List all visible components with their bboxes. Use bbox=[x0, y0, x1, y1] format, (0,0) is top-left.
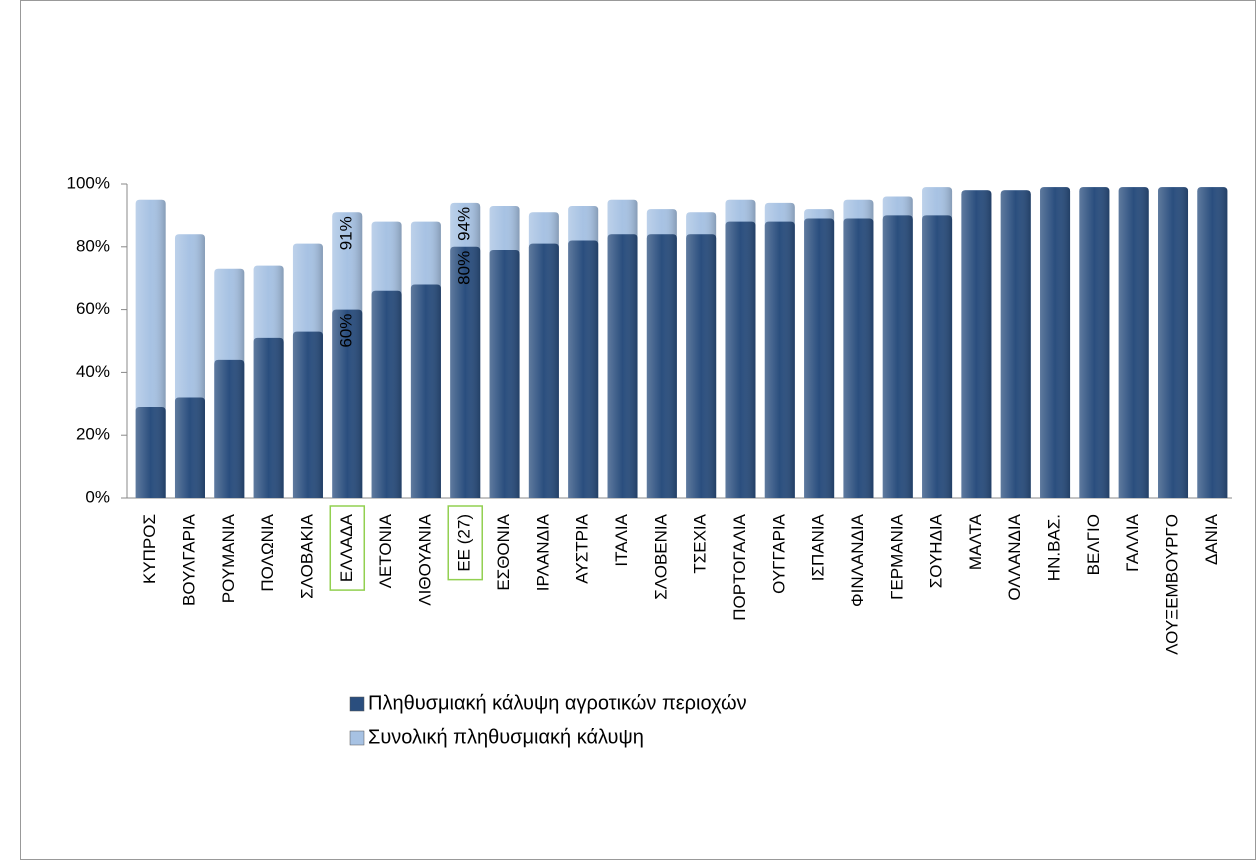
x-tick-label: ΒΟΥΛΓΑΡΙΑ bbox=[179, 513, 198, 606]
x-tick-label: ΜΑΛΤΑ bbox=[966, 513, 985, 570]
x-tick-label: ΣΟΥΗΔΙΑ bbox=[927, 513, 946, 588]
legend-swatch bbox=[349, 730, 365, 746]
x-tick-label: ΛΙΘΟΥΑΝΙΑ bbox=[415, 513, 434, 605]
highlight-box bbox=[329, 505, 366, 591]
x-tick-label: ΦΙΝΛΑΝΔΙΑ bbox=[848, 513, 867, 607]
bar-shade bbox=[686, 234, 717, 499]
x-tick-label: ΕΣΘΟΝΙΑ bbox=[494, 513, 513, 590]
bar-shade bbox=[253, 337, 284, 498]
x-tick-label: ΒΕΛΓΙΟ bbox=[1084, 514, 1103, 575]
data-label: 60% bbox=[337, 314, 356, 348]
bar-shade bbox=[922, 215, 953, 498]
x-tick-label: ΛΟΥΞΕΜΒΟΥΡΓΟ bbox=[1163, 514, 1182, 655]
x-tick-label: ΙΤΑΛΙΑ bbox=[612, 513, 631, 566]
highlight-box bbox=[447, 505, 483, 581]
x-tick-label: ΕΕ (27) bbox=[455, 514, 474, 572]
x-tick-label: ΠΟΡΤΟΓΑΛΙΑ bbox=[730, 513, 749, 620]
x-tick-label: ΙΡΛΑΝΔΙΑ bbox=[533, 513, 552, 591]
bar-shade bbox=[843, 218, 874, 499]
y-tick-label: 20% bbox=[76, 425, 110, 444]
bar-shade bbox=[450, 246, 481, 498]
data-label: 94% bbox=[455, 207, 474, 241]
data-label: 80% bbox=[455, 251, 474, 285]
x-tick-label: ΔΑΝΙΑ bbox=[1202, 513, 1221, 565]
bar-shade bbox=[410, 284, 441, 498]
x-tick-label: ΓΕΡΜΑΝΙΑ bbox=[887, 513, 906, 600]
bar-shade bbox=[764, 221, 795, 498]
bar-shade bbox=[1158, 187, 1189, 498]
bar-shade bbox=[1118, 187, 1149, 498]
bar-shade bbox=[489, 249, 520, 498]
x-tick-label: ΑΥΣΤΡΙΑ bbox=[573, 513, 592, 583]
y-tick-label: 80% bbox=[76, 236, 110, 255]
x-tick-label: ΙΣΠΑΝΙΑ bbox=[809, 513, 828, 581]
y-tick-label: 100% bbox=[67, 173, 110, 192]
bar-shade bbox=[1079, 187, 1110, 498]
x-tick-label: ΡΟΥΜΑΝΙΑ bbox=[219, 513, 238, 603]
bar-shade bbox=[607, 234, 638, 499]
bar-shade bbox=[961, 190, 992, 498]
x-tick-label: ΚΥΠΡΟΣ bbox=[140, 514, 159, 584]
legend-label: Συνολική πληθυσμιακή κάλυψη bbox=[368, 726, 644, 748]
bar-shade bbox=[214, 359, 245, 498]
y-tick-label: 0% bbox=[85, 487, 110, 506]
bar-shade bbox=[725, 221, 756, 498]
x-tick-label: ΣΛΟΒΕΝΙΑ bbox=[651, 513, 670, 599]
bar-shade bbox=[1197, 187, 1228, 498]
x-tick-label: ΕΛΛΑΔΑ bbox=[337, 513, 356, 582]
legend-swatch bbox=[349, 696, 365, 712]
bar-shade bbox=[528, 243, 559, 498]
x-tick-label: ΓΑΛΛΙΑ bbox=[1123, 513, 1142, 572]
x-tick-label: ΗΝ.ΒΑΣ. bbox=[1045, 514, 1064, 581]
bar-shade bbox=[292, 331, 323, 498]
bar-shade bbox=[135, 406, 166, 498]
bar-shade bbox=[371, 290, 402, 498]
x-tick-label: ΣΛΟΒΑΚΙΑ bbox=[297, 513, 316, 598]
x-tick-label: ΠΟΛΩΝΙΑ bbox=[258, 513, 277, 591]
bar-shade bbox=[1000, 190, 1031, 498]
bar-shade bbox=[1040, 187, 1071, 498]
bar-shade bbox=[174, 397, 205, 498]
y-tick-label: 40% bbox=[76, 362, 110, 381]
x-tick-label: ΟΛΛΑΝΔΙΑ bbox=[1005, 513, 1024, 600]
x-tick-label: ΟΥΓΓΑΡΙΑ bbox=[769, 513, 788, 594]
bar-shade bbox=[568, 240, 599, 498]
bar-shade bbox=[804, 218, 835, 499]
y-tick-label: 60% bbox=[76, 299, 110, 318]
bar-shade bbox=[646, 234, 677, 499]
bar-shade bbox=[332, 309, 363, 498]
bar-shade bbox=[882, 215, 913, 498]
x-tick-label: ΤΣΕΧΙΑ bbox=[691, 513, 710, 573]
x-tick-label: ΛΕΤΟΝΙΑ bbox=[376, 513, 395, 588]
legend-label: Πληθυσμιακή κάλυψη αγροτικών περιοχών bbox=[368, 692, 747, 714]
data-label: 91% bbox=[337, 216, 356, 250]
